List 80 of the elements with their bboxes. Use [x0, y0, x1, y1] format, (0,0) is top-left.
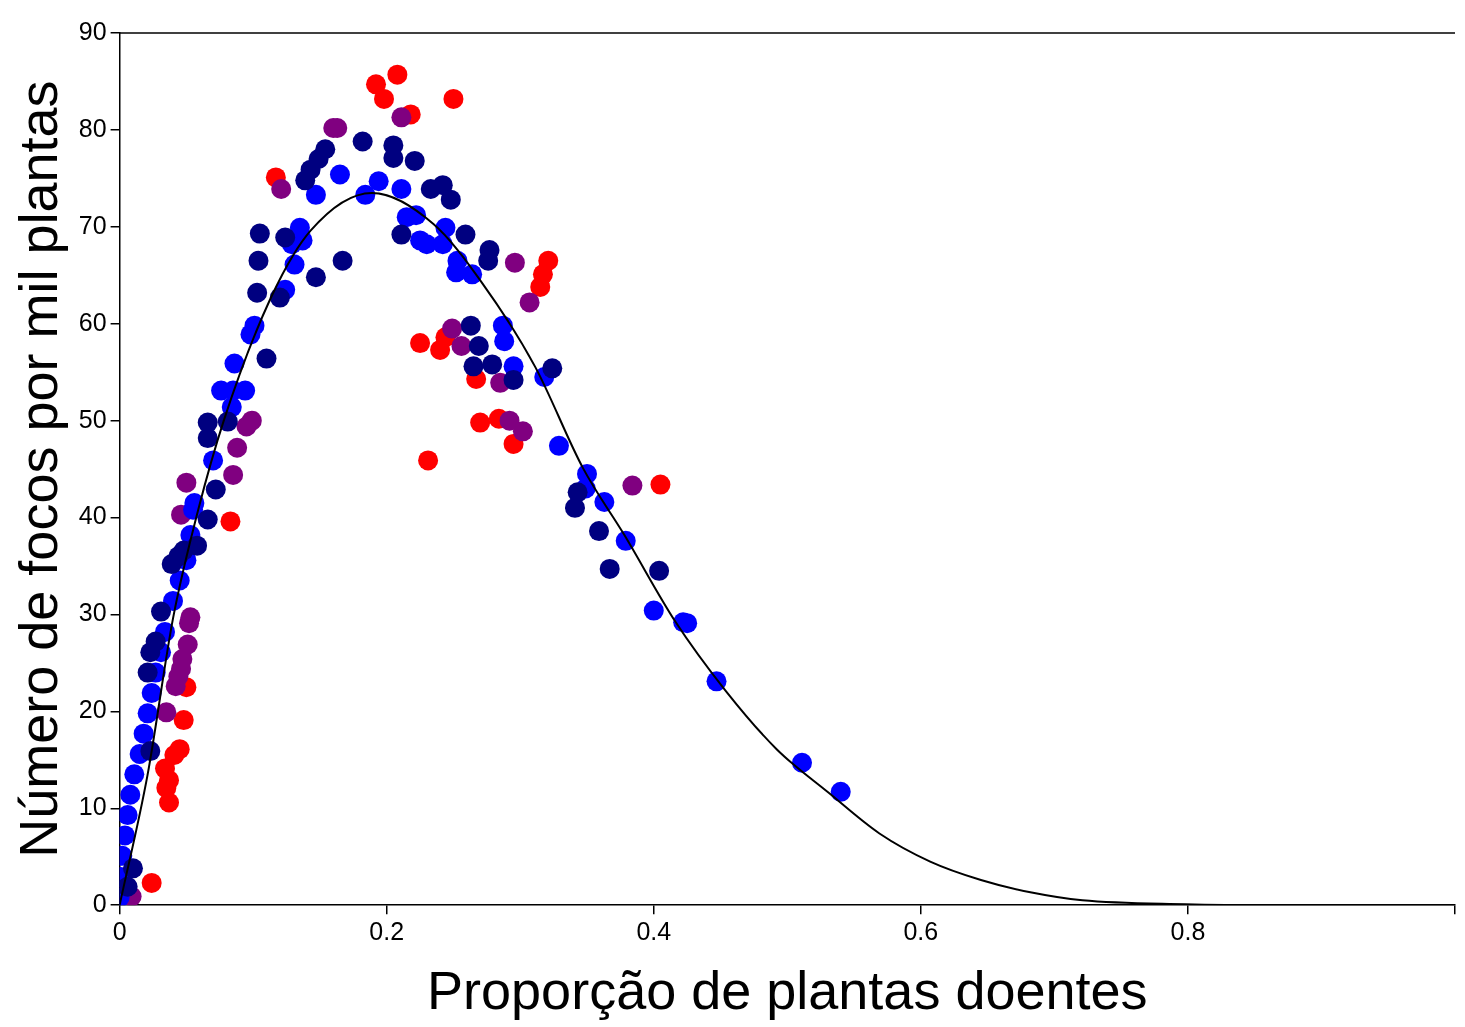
point [499, 410, 520, 431]
point [247, 282, 268, 303]
point [530, 276, 551, 297]
point [512, 421, 533, 442]
point [176, 472, 197, 493]
x-tick-label: 0.6 [903, 917, 939, 946]
x-tick-label: 0 [112, 917, 127, 946]
point [248, 250, 269, 271]
point [173, 710, 194, 731]
point [542, 358, 563, 379]
point [223, 464, 244, 485]
point [589, 521, 610, 542]
point [197, 509, 218, 530]
y-tick-label: 20 [78, 695, 107, 724]
point [374, 88, 395, 109]
point [468, 336, 489, 357]
point [463, 356, 484, 377]
y-tick-label: 30 [78, 598, 107, 627]
point [315, 139, 336, 160]
point [440, 189, 461, 210]
x-tick-label: 0.4 [636, 917, 672, 946]
point [650, 474, 671, 495]
point [249, 223, 270, 244]
point [305, 267, 326, 288]
point [410, 333, 431, 354]
y-axis-title: Número de focos por mil plantas [8, 80, 69, 858]
point [442, 318, 463, 339]
point [269, 287, 290, 308]
point [432, 175, 453, 196]
x-axis-title: Proporção de plantas doentes [427, 960, 1148, 1021]
point [156, 702, 177, 723]
point [391, 224, 412, 245]
y-tick-label: 0 [92, 889, 107, 918]
point [151, 601, 172, 622]
point [161, 554, 182, 575]
y-tick-label: 70 [78, 210, 107, 239]
point [503, 369, 524, 390]
point [164, 744, 185, 765]
y-tick-label: 10 [78, 792, 107, 821]
point [649, 560, 670, 581]
point [140, 642, 161, 663]
point [470, 412, 491, 433]
point [352, 131, 373, 152]
point [141, 872, 162, 893]
point [205, 479, 226, 500]
point [504, 252, 525, 273]
x-tick-label: 0.8 [1170, 917, 1206, 946]
point [443, 88, 464, 109]
y-tick-label: 60 [78, 307, 107, 336]
point [564, 497, 585, 518]
point [418, 450, 439, 471]
point [332, 250, 353, 271]
point [220, 511, 241, 532]
point [460, 315, 481, 336]
point [451, 336, 472, 357]
point [271, 179, 292, 200]
point [227, 437, 248, 458]
point [137, 662, 158, 683]
x-tick-label: 0.2 [369, 917, 405, 946]
y-tick-label: 40 [78, 501, 107, 530]
point [295, 170, 316, 191]
y-tick-label: 50 [78, 404, 107, 433]
point [519, 292, 540, 313]
point [455, 224, 476, 245]
point [383, 148, 404, 169]
point [197, 428, 218, 449]
y-tick-label: 80 [78, 113, 107, 142]
point [275, 227, 296, 248]
point [159, 792, 180, 813]
point [387, 64, 408, 85]
y-tick-label: 90 [78, 16, 107, 45]
point [366, 74, 386, 95]
point [622, 475, 643, 496]
point [165, 676, 186, 697]
point [599, 558, 620, 579]
point [391, 107, 412, 128]
point [236, 416, 257, 437]
point [482, 354, 503, 375]
point [404, 150, 425, 171]
point [256, 348, 277, 369]
